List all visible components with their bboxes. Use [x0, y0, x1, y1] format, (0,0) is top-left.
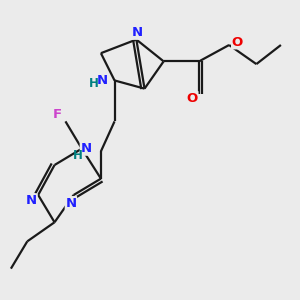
- Text: N: N: [65, 197, 76, 210]
- Text: N: N: [132, 26, 143, 39]
- Text: H: H: [73, 149, 83, 162]
- Text: N: N: [97, 74, 108, 87]
- Text: O: O: [187, 92, 198, 105]
- Text: F: F: [53, 108, 62, 121]
- Text: H: H: [88, 77, 98, 90]
- Text: O: O: [232, 36, 243, 49]
- Text: N: N: [80, 142, 92, 155]
- Text: N: N: [26, 194, 37, 207]
